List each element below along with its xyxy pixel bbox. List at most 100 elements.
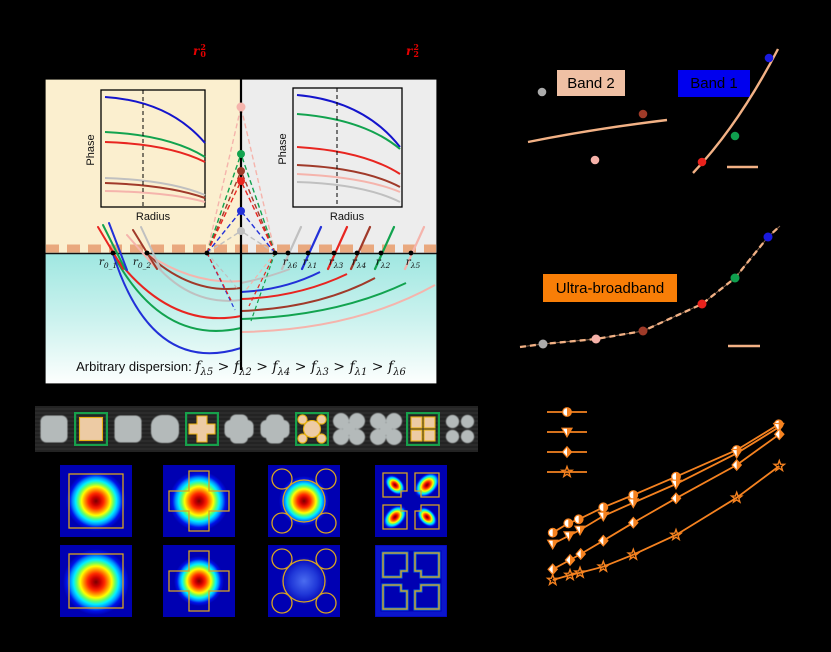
surface-radius-label: rλ2 [375,256,391,271]
band2-label: Band 2 [557,70,625,96]
data-point-darkred [638,109,648,119]
field-map-square-hot-center-large [60,545,132,617]
ultra-curve [519,225,781,349]
band-focal-chart [527,48,780,174]
data-point-gray [538,339,548,349]
highlight-box [406,412,440,446]
ultra-broadband-chart [519,225,781,349]
field-map-square-hot-center [60,465,132,537]
marker-triangle-down [730,448,743,460]
marker-star [596,559,611,573]
marker-star [559,464,575,479]
surface-radius-label: rλ3 [328,256,344,271]
refracted-dashed-rays [206,252,276,322]
focal-fan-lines [206,106,276,254]
marker-triangle-down [627,498,640,509]
data-point-green [730,131,740,141]
marker-circle [563,518,574,529]
marker-triangle-down [560,427,574,438]
marker-star [626,547,641,561]
sem-shape-soft-cross [260,414,290,444]
marker-diamond [575,547,587,561]
marker-circle [562,407,572,417]
dispersion-formula: fλ5 > fλ2 > fλ4 > fλ3 > fλ1 > fλ6 [195,359,406,378]
sem-shape-cross [184,412,219,446]
marker-triangle-down [772,422,785,434]
surface-radius-label: rλ6 [282,256,298,271]
band2-curve [527,118,668,144]
sem-shape-circle-corners [295,412,330,446]
data-point-pink [591,334,601,344]
sem-shape-four-lobe [333,413,366,445]
series-line-star [552,465,780,581]
marker-star [772,458,787,473]
data-point-red [697,157,707,167]
data-point-red [697,299,707,309]
field-map-cross-hot-center-small [163,545,235,617]
marker-diamond [670,492,682,505]
data-point-darkred [638,326,648,336]
efficiency-chart [545,407,787,587]
inset-xlabel: Radius [330,211,365,223]
sem-shape-four-lobe [370,413,403,445]
highlight-box [73,412,108,446]
marker-star [545,572,560,587]
dispersion-schematic-svg: Phase Radius Phase Radius [44,78,438,385]
surface-radius-label: rλ5 [405,256,421,271]
sem-image-strip [35,406,478,452]
right-phase-inset: Phase Radius [277,87,403,223]
sem-shape-rounded-blob [150,415,179,443]
data-point-green [730,273,740,283]
field-map-four-squares-four-spots [375,465,447,537]
marker-diamond [597,534,609,547]
marker-diamond [561,445,573,459]
inset-xlabel: Radius [136,211,171,223]
marker-star [572,565,588,579]
highlight-box [184,412,219,446]
surface-radius-label: r0_2 [132,256,152,271]
series-line-diamond [552,433,780,571]
sem-shape-four-squares [406,412,440,446]
band1-region-bg [241,78,438,253]
sem-shape-rounded-square [114,415,142,443]
surface-radius-label: rλ1 [302,256,318,271]
marker-diamond [773,428,785,441]
marker-circle [598,502,609,513]
field-map-circle-corners-cool [268,545,340,617]
panel-a-border [44,78,438,385]
left-phase-inset: Phase Radius [85,89,206,223]
data-point-pink [590,155,600,165]
dispersion-prefix: Arbitrary dispersion: [76,359,192,374]
sem-shape-soft-cross [224,414,253,444]
marker-circle [573,514,584,525]
surface-radius-label: r0_1 [98,256,118,271]
field-map-cross-hot-center [163,465,235,537]
band1-label: Band 1 [678,70,750,97]
marker-triangle-down [546,539,559,550]
data-point-blue [764,53,774,63]
field-map-four-squares-edge-glow [375,545,447,617]
highlight-box [295,412,330,446]
sem-shape-square [73,412,108,446]
marker-star [729,490,744,504]
marker-diamond [731,458,743,472]
ultra-broadband-label: Ultra-broadband [543,274,677,302]
marker-circle [628,490,639,500]
marker-circle [547,527,558,538]
sem-shape-rounded-square [40,415,68,443]
marker-triangle-down [573,525,587,536]
surface-sample-dots [110,250,414,256]
sem-shape-four-blobs [445,414,474,444]
band1-curve [692,48,780,174]
field-map-circle-corners-hot-center-small [268,465,340,537]
marker-diamond [564,553,576,567]
dispersion-caption: Arbitrary dispersion: fλ5 > fλ2 > fλ4 > … [44,359,438,378]
marker-star [668,527,684,542]
inset-ylabel: Phase [277,133,289,164]
panel-a-schematic: Phase Radius Phase Radius [44,78,438,385]
marker-diamond [627,516,639,529]
surface-radius-label: rλ4 [351,256,367,271]
